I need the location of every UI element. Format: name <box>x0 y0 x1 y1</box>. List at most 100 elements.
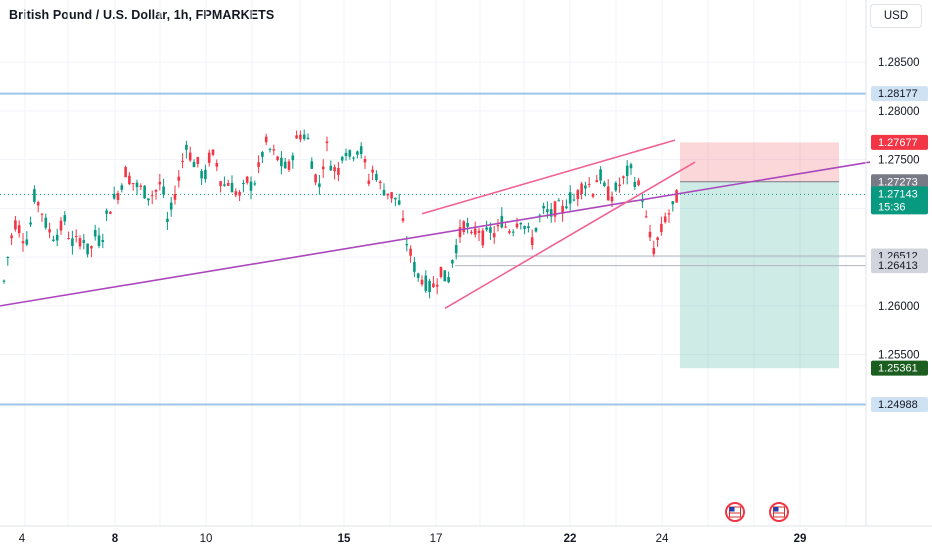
candle-body <box>671 201 675 205</box>
flag-canton-icon <box>729 507 735 512</box>
candle-body <box>200 171 203 179</box>
candle-body <box>447 276 450 283</box>
candle-body <box>337 167 340 175</box>
candle-body <box>439 266 443 277</box>
candle-body <box>264 136 268 143</box>
candle-body <box>112 193 116 199</box>
candle-body <box>561 205 564 214</box>
candle-body <box>477 230 481 233</box>
candle-body <box>82 240 86 243</box>
candle-body <box>124 167 127 178</box>
candle-body <box>492 233 496 238</box>
candle-body <box>481 230 485 246</box>
take-profit-zone[interactable] <box>680 181 839 369</box>
candle-body <box>6 256 10 258</box>
price-tag-label: 1.27273 <box>878 176 918 188</box>
candle-body <box>74 235 78 237</box>
flag-stripes-icon <box>729 506 741 518</box>
candle-body <box>625 165 629 176</box>
candle-body <box>177 176 181 181</box>
candle-body <box>542 205 545 209</box>
candle-body <box>306 137 310 139</box>
candle-body <box>622 176 625 178</box>
currency-button[interactable]: USD <box>870 4 922 28</box>
rising-support-line[interactable] <box>0 161 871 307</box>
candle-body <box>86 243 89 255</box>
candle-body <box>17 225 21 234</box>
candle-body <box>458 227 462 238</box>
candle-body <box>325 141 329 144</box>
price-tick-label: 1.25500 <box>878 350 920 362</box>
candle-body <box>397 200 401 205</box>
candle-body <box>538 215 542 217</box>
chart-title: British Pound / U.S. Dollar, 1h, FPMARKE… <box>9 8 275 22</box>
price-tick-label: 1.28500 <box>878 57 920 69</box>
economic-events[interactable] <box>725 502 789 522</box>
candle-body <box>523 226 526 229</box>
candle-body <box>485 227 488 230</box>
price-tag-label: 1.27143 <box>878 188 918 200</box>
time-tick-label: 15 <box>338 533 351 545</box>
candle-body <box>14 220 17 230</box>
candle-body <box>371 169 374 173</box>
candle-body <box>660 223 663 232</box>
candle-body <box>424 275 428 291</box>
candle-body <box>329 165 333 171</box>
candle-body <box>610 196 614 202</box>
time-axis[interactable]: 4 8 10 15 17 22 24 29 <box>0 525 932 545</box>
candle-body <box>291 155 295 161</box>
price-tick-label: 1.26000 <box>878 301 920 313</box>
candle-body <box>435 284 439 287</box>
candle-body <box>367 180 371 184</box>
candle-body <box>135 182 139 188</box>
candle-body <box>546 209 549 213</box>
candle-body <box>280 157 283 167</box>
candle-body <box>466 222 469 227</box>
candle-body <box>249 181 253 191</box>
candle-body <box>473 228 477 235</box>
wedge-upper-line[interactable] <box>421 139 676 215</box>
candle-body <box>128 175 131 185</box>
candle-body <box>557 200 561 202</box>
candle-body <box>40 213 44 215</box>
grid <box>0 0 866 526</box>
trend-lines[interactable] <box>0 139 871 310</box>
candle-body <box>143 185 146 199</box>
time-tick-label: 4 <box>19 533 26 545</box>
candle-body <box>101 239 105 242</box>
countdown-label: 15:36 <box>878 201 906 213</box>
candle-body <box>618 184 621 187</box>
short-position-tool[interactable] <box>680 142 839 369</box>
candle-body <box>36 202 40 206</box>
price-tag-horizontal-line <box>871 86 928 102</box>
candle-body <box>226 183 230 186</box>
time-tick-label: 22 <box>564 533 577 545</box>
candle-body <box>394 197 397 200</box>
candle-body <box>48 229 51 233</box>
stop-loss-zone[interactable] <box>680 142 839 182</box>
time-tick-label: 17 <box>430 533 443 545</box>
time-tick-label: 24 <box>656 533 669 545</box>
horizontal-lines[interactable] <box>0 92 866 406</box>
candle-body <box>508 231 511 233</box>
wedge-lower-line[interactable] <box>444 161 696 310</box>
candle-body <box>641 199 644 202</box>
candle-body <box>219 181 222 186</box>
price-tick-label: 1.27500 <box>878 155 920 167</box>
candle-body <box>553 201 557 217</box>
candle-body <box>675 190 678 203</box>
candle-body <box>344 152 348 157</box>
candle-body <box>405 244 409 246</box>
candle-body <box>519 222 523 225</box>
candle-body <box>196 157 200 165</box>
candle-body <box>428 280 431 293</box>
price-tags: 1.281771.276771.272731.2714315:361.26512… <box>871 86 928 413</box>
candle-body <box>33 189 36 202</box>
candle-body <box>652 248 656 255</box>
candle-body <box>603 182 606 187</box>
candle-body <box>234 191 238 196</box>
candle-body <box>257 162 260 167</box>
candle-body <box>105 210 108 214</box>
candle-body <box>10 235 13 239</box>
